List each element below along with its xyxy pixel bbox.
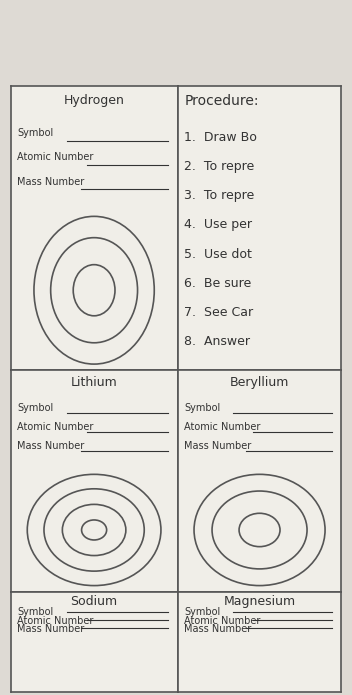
Text: Mass Number: Mass Number [184, 624, 251, 634]
Text: Symbol: Symbol [184, 607, 220, 617]
Text: Mass Number: Mass Number [17, 441, 84, 451]
Text: Symbol: Symbol [184, 403, 220, 413]
Text: 8.  Answer: 8. Answer [184, 335, 250, 348]
Text: Sodium: Sodium [70, 595, 118, 608]
Text: 4.  Use per: 4. Use per [184, 218, 252, 231]
Text: 2.  To repre: 2. To repre [184, 161, 254, 173]
Text: 6.  Be sure: 6. Be sure [184, 277, 251, 290]
Text: Magnesium: Magnesium [224, 595, 296, 608]
Text: Symbol: Symbol [17, 129, 54, 138]
Text: Mass Number: Mass Number [184, 441, 251, 451]
Text: Hydrogen: Hydrogen [64, 95, 125, 107]
Text: Atomic Number: Atomic Number [17, 152, 94, 163]
Text: Mass Number: Mass Number [17, 177, 84, 186]
Text: Beryllium: Beryllium [230, 377, 289, 389]
Text: Symbol: Symbol [17, 607, 54, 617]
Text: Mass Number: Mass Number [17, 624, 84, 634]
Text: Atomic Number: Atomic Number [184, 616, 260, 626]
Text: Atomic Number: Atomic Number [17, 422, 94, 432]
Text: 7.  See Car: 7. See Car [184, 306, 253, 319]
Text: 1.  Draw Bo: 1. Draw Bo [184, 131, 257, 144]
Text: Atomic Number: Atomic Number [184, 422, 260, 432]
Text: Atomic Number: Atomic Number [17, 616, 94, 626]
Text: Symbol: Symbol [17, 403, 54, 413]
Text: 5.  Use dot: 5. Use dot [184, 247, 252, 261]
Text: 3.  To repre: 3. To repre [184, 189, 254, 202]
Text: Procedure:: Procedure: [184, 95, 259, 108]
Text: Lithium: Lithium [71, 377, 118, 389]
